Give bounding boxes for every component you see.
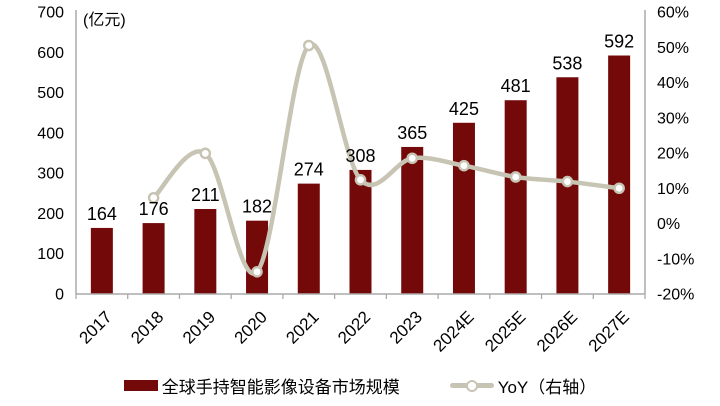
combo-chart: 700 600 500 400 300 200 100 0 60% 50% 40% 30% 20% 10%… [37, 5, 694, 356]
yoy-marker [199, 147, 212, 160]
y-right-tick-label: 50% [657, 40, 689, 57]
bar-value-label: 308 [345, 146, 375, 166]
yoy-marker [406, 152, 419, 165]
y-left-tick-label: 400 [37, 125, 64, 142]
yoy-marker [147, 191, 160, 204]
legend: 全球手持智能影像设备市场规模 YoY（右轴） [0, 373, 720, 398]
y-right-tick-label: 20% [657, 146, 689, 163]
bar-2018 [142, 223, 165, 294]
bar-2027E [608, 55, 631, 294]
bar-2022 [349, 169, 372, 294]
bar-value-label: 211 [191, 185, 220, 205]
y-right-tick-label: -10% [657, 251, 694, 268]
bar-value-label: 365 [397, 123, 427, 143]
x-axis-label-2025E: 2025E [481, 307, 529, 355]
bar-2024E [452, 122, 475, 295]
y-left-tick-label: 100 [37, 246, 64, 263]
bar-value-label: 592 [604, 32, 634, 52]
bar-series-label: 全球手持智能影像设备市场规模 [161, 378, 400, 397]
bar-value-label: 182 [242, 197, 272, 217]
bar-value-label: 425 [449, 99, 479, 119]
bar-series-swatch-icon [123, 380, 158, 391]
line-series-swatch-icon [449, 379, 494, 392]
x-axis-label-2027E: 2027E [585, 307, 633, 355]
yoy-marker [613, 182, 625, 195]
bar-2023 [401, 146, 424, 294]
yoy-line [151, 42, 622, 276]
y-right-tick-label: 0% [657, 216, 680, 233]
bar-2020 [246, 220, 269, 294]
bar-value-label: 481 [501, 76, 531, 96]
bar-2019 [194, 208, 217, 294]
bar-value-label: 274 [294, 160, 324, 180]
x-axis-label-2017: 2017 [76, 307, 116, 347]
y-left-tick-label: 700 [37, 5, 64, 22]
legend-item-market-size: 全球手持智能影像设备市场规模 [123, 373, 400, 398]
yoy-marker [458, 159, 470, 172]
bar-value-label: 164 [87, 204, 117, 224]
x-axis-label-2018: 2018 [127, 307, 167, 347]
yoy-marker [302, 39, 315, 52]
y-left-tick-label: 300 [37, 166, 64, 183]
left-axis-unit-label: (亿元) [83, 12, 126, 29]
line-marker-icon [465, 379, 478, 392]
y-left-tick-label: 0 [55, 287, 64, 304]
yoy-marker [354, 173, 367, 186]
y-left-tick-label: 200 [37, 206, 64, 223]
yoy-marker [251, 265, 263, 278]
bar-value-label: 176 [139, 199, 169, 219]
x-axis-label-2023: 2023 [386, 307, 426, 347]
y-left-tick-label: 500 [37, 85, 64, 102]
bar-2017 [90, 227, 113, 294]
line-series-label: YoY（右轴） [497, 378, 597, 397]
bar-value-label: 538 [552, 53, 582, 73]
y-right-tick-label: 60% [657, 5, 689, 22]
y-right-tick-label: 30% [657, 110, 689, 127]
x-axis-label-2019: 2019 [179, 307, 219, 347]
y-right-tick-label: 40% [657, 75, 689, 92]
legend-item-yoy: YoY（右轴） [449, 373, 597, 398]
x-axis-label-2021: 2021 [282, 307, 322, 347]
y-left-tick-label: 600 [37, 45, 64, 62]
x-axis-label-2020: 2020 [231, 307, 271, 347]
x-axis-label-2022: 2022 [334, 307, 374, 347]
x-axis-label-2024E: 2024E [430, 307, 478, 355]
y-right-tick-label: 10% [657, 181, 689, 198]
yoy-marker [509, 171, 522, 183]
bar-2025E [504, 100, 527, 295]
yoy-marker [561, 175, 574, 188]
y-right-tick-label: -20% [657, 287, 694, 304]
bar-2021 [297, 183, 320, 294]
x-axis-label-2026E: 2026E [533, 307, 581, 355]
